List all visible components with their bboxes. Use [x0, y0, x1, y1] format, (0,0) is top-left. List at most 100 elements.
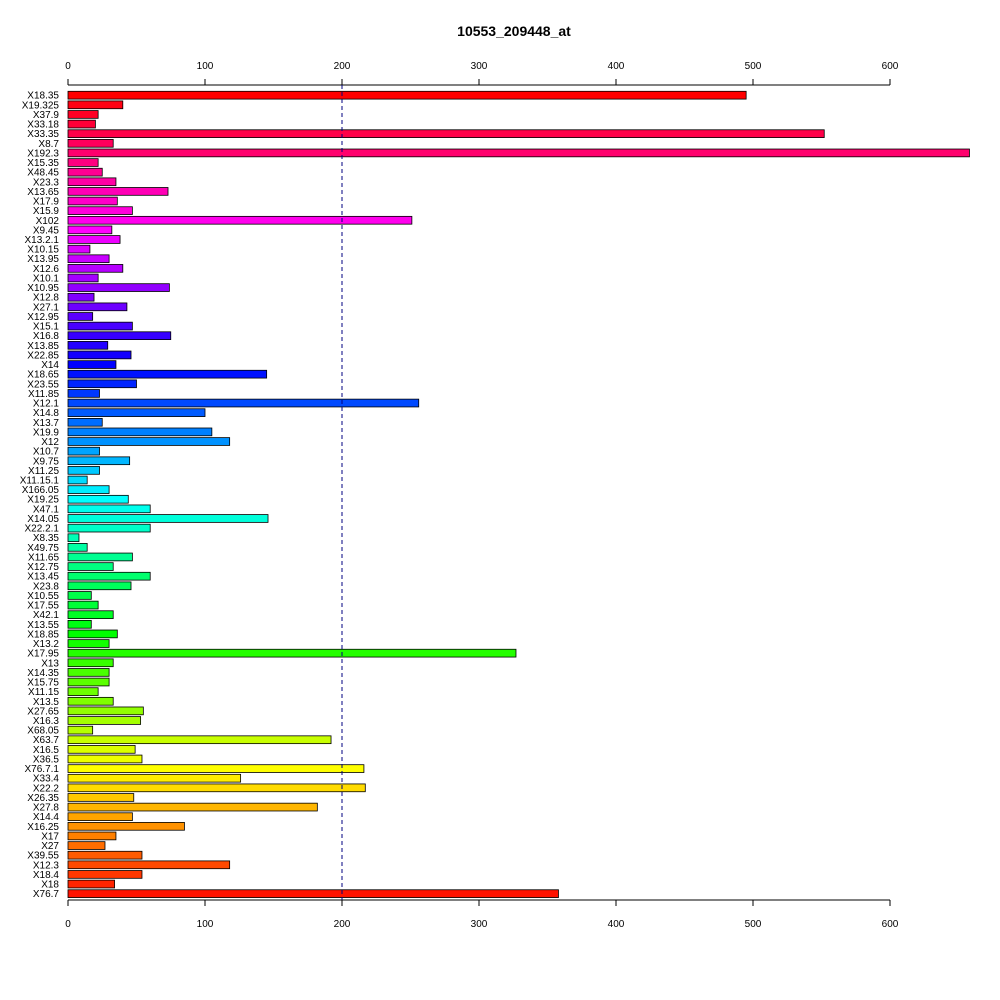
bar-X9.45 — [67, 225, 113, 235]
bottom-tick-label: 200 — [334, 919, 351, 930]
bar-X48.45 — [67, 167, 103, 177]
bar-X18.85 — [67, 629, 118, 639]
top-tick-label: 200 — [334, 61, 351, 72]
bar-X19.25 — [67, 494, 129, 504]
top-tick-label: 300 — [471, 61, 488, 72]
category-label: X49.75 — [27, 543, 59, 554]
top-tick-label: 600 — [882, 61, 899, 72]
bar-X12.3 — [67, 860, 231, 870]
bar-X13.5 — [67, 696, 114, 706]
bar-X18.65 — [67, 369, 268, 379]
category-label: X18 — [41, 880, 59, 891]
bar-X13.7 — [67, 417, 103, 427]
bar-X13.2 — [67, 639, 110, 648]
bar-X39.55 — [67, 850, 143, 860]
x-axis-top: 0 100 200 300 400 500 600 — [65, 61, 899, 86]
category-label: X8.7 — [38, 139, 59, 150]
category-label: X16.3 — [33, 716, 60, 727]
bar-X13 — [67, 658, 114, 668]
category-label: X16.25 — [27, 822, 59, 833]
category-label: X27.65 — [27, 706, 59, 717]
bar-X15.1 — [67, 321, 133, 331]
bar-X13.2.1 — [67, 235, 121, 244]
category-label: X18.65 — [27, 370, 59, 381]
bottom-tick-label: 0 — [65, 919, 71, 930]
bar-X10.55 — [67, 591, 92, 600]
category-label: X12.6 — [33, 264, 60, 275]
category-label: X47.1 — [33, 504, 60, 515]
bar-X17.95 — [67, 648, 517, 658]
category-label: X33.35 — [27, 129, 59, 140]
category-label: X14.05 — [27, 514, 59, 525]
category-labels: X18.35X19.325X37.9X33.18X33.35X8.7X192.3… — [20, 91, 60, 900]
bar-X14 — [67, 360, 117, 369]
category-label: X13.2 — [33, 639, 60, 650]
bar-X16.8 — [67, 331, 172, 340]
bar-X13.65 — [67, 187, 169, 196]
bar-X15.75 — [67, 677, 110, 687]
category-label: X16.8 — [33, 331, 60, 342]
category-label: X22.85 — [27, 350, 59, 361]
category-label: X14.35 — [27, 668, 59, 679]
category-label: X27.8 — [33, 803, 60, 814]
bar-X11.15.1 — [67, 475, 88, 485]
bar-X192.3 — [67, 148, 970, 158]
category-label: X11.85 — [28, 389, 59, 400]
category-label: X11.25 — [28, 466, 59, 477]
bar-X27.8 — [67, 802, 318, 812]
category-label: X10.7 — [33, 447, 60, 458]
category-label: X22.2 — [33, 783, 60, 794]
bottom-tick-label: 300 — [471, 919, 488, 930]
bar-X12.8 — [67, 292, 95, 302]
category-label: X36.5 — [33, 754, 60, 765]
bar-X27.1 — [67, 302, 128, 312]
category-label: X33.18 — [27, 120, 59, 131]
top-tick-label: 400 — [608, 61, 625, 72]
category-label: X13.5 — [33, 697, 60, 708]
bar-X33.4 — [67, 773, 242, 783]
bar-X23.8 — [67, 581, 132, 591]
category-label: X13.55 — [27, 620, 59, 631]
bar-X27.65 — [67, 706, 144, 716]
bar-X19.325 — [67, 100, 124, 110]
bar-X10.15 — [67, 244, 91, 254]
category-label: X23.8 — [33, 581, 60, 592]
category-label: X17.95 — [27, 649, 59, 660]
bar-X63.7 — [67, 735, 332, 745]
bottom-tick-label: 600 — [882, 919, 899, 930]
category-label: X15.9 — [33, 206, 60, 217]
bar-X68.05 — [67, 725, 94, 735]
category-label: X19.9 — [33, 427, 60, 438]
bar-X15.35 — [67, 158, 99, 167]
category-label: X192.3 — [27, 148, 59, 159]
bar-X19.9 — [67, 427, 213, 437]
category-label: X39.55 — [27, 851, 59, 862]
category-label: X37.9 — [33, 110, 60, 121]
bar-X17.55 — [67, 600, 99, 610]
category-label: X14.8 — [33, 408, 60, 419]
bar-X13.55 — [67, 620, 92, 629]
bar-X33.18 — [67, 119, 96, 129]
category-label: X63.7 — [33, 735, 60, 746]
category-label: X15.1 — [33, 322, 60, 333]
bar-X42.1 — [67, 610, 114, 619]
category-label: X13.45 — [27, 572, 59, 583]
category-label: X19.25 — [27, 495, 59, 506]
bar-X13.45 — [67, 571, 151, 581]
category-label: X10.15 — [27, 245, 59, 256]
category-label: X14.4 — [33, 812, 60, 823]
category-label: X23.3 — [33, 177, 60, 188]
bar-X76.7 — [67, 889, 559, 898]
category-label: X12.1 — [33, 399, 60, 410]
bar-X10.7 — [67, 446, 100, 456]
bar-X18 — [67, 879, 115, 889]
category-label: X11.65 — [28, 552, 59, 563]
category-label: X15.75 — [27, 678, 59, 689]
category-label: X22.2.1 — [25, 524, 60, 535]
bar-X17 — [67, 831, 117, 841]
bar-X8.35 — [67, 533, 80, 543]
bar-X18.4 — [67, 870, 143, 879]
bar-X76.7.1 — [67, 764, 365, 773]
category-label: X13.95 — [27, 254, 59, 265]
